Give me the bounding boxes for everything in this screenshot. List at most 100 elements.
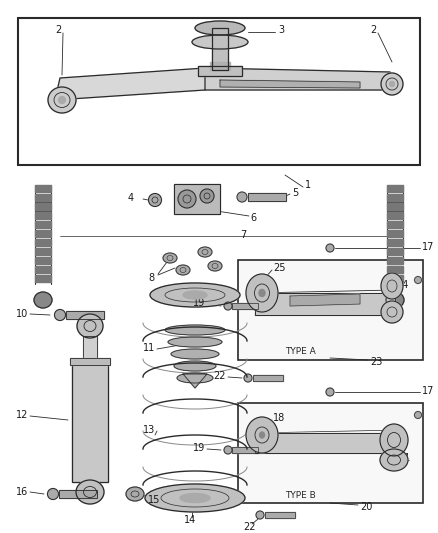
- Text: 25: 25: [273, 263, 286, 273]
- Ellipse shape: [47, 489, 59, 499]
- Bar: [35, 266, 51, 273]
- Text: TYPE A: TYPE A: [285, 348, 315, 357]
- Bar: [232, 447, 258, 453]
- Bar: [387, 248, 403, 255]
- Text: 18: 18: [273, 413, 285, 423]
- Bar: [35, 248, 51, 255]
- Ellipse shape: [145, 484, 245, 512]
- Text: TYPE B: TYPE B: [285, 490, 315, 499]
- Ellipse shape: [174, 361, 216, 371]
- Bar: [387, 221, 403, 228]
- Ellipse shape: [381, 273, 403, 299]
- Bar: [255, 433, 400, 453]
- Ellipse shape: [246, 417, 278, 453]
- Bar: [70, 358, 110, 365]
- Ellipse shape: [165, 325, 225, 335]
- Bar: [66, 311, 104, 319]
- Ellipse shape: [326, 244, 334, 252]
- Ellipse shape: [200, 189, 214, 203]
- Bar: [70, 358, 110, 365]
- Ellipse shape: [259, 432, 265, 438]
- Bar: [255, 293, 395, 315]
- Ellipse shape: [389, 82, 395, 86]
- Bar: [387, 185, 403, 192]
- Ellipse shape: [380, 449, 408, 471]
- Text: 5: 5: [292, 188, 298, 198]
- Bar: [232, 447, 258, 453]
- Ellipse shape: [326, 388, 334, 396]
- Bar: [248, 193, 286, 201]
- Bar: [210, 62, 230, 70]
- Bar: [35, 185, 51, 192]
- Polygon shape: [55, 68, 205, 100]
- Bar: [387, 239, 403, 246]
- Text: 11: 11: [143, 343, 155, 353]
- Text: 8: 8: [148, 273, 154, 283]
- Bar: [232, 303, 258, 309]
- Ellipse shape: [126, 487, 144, 501]
- Bar: [387, 257, 403, 264]
- Text: 23: 23: [370, 357, 382, 367]
- Bar: [35, 257, 51, 264]
- Text: 16: 16: [16, 487, 28, 497]
- Bar: [198, 66, 242, 76]
- Ellipse shape: [178, 190, 196, 208]
- Text: 24: 24: [396, 280, 408, 290]
- Ellipse shape: [195, 21, 245, 35]
- Ellipse shape: [76, 480, 104, 504]
- Ellipse shape: [381, 301, 403, 323]
- Text: 2: 2: [370, 25, 376, 35]
- Ellipse shape: [381, 73, 403, 95]
- Polygon shape: [183, 374, 207, 388]
- Bar: [238, 260, 423, 360]
- Ellipse shape: [380, 424, 408, 456]
- Bar: [387, 266, 403, 273]
- Text: 2: 2: [55, 25, 61, 35]
- Bar: [83, 336, 97, 362]
- Ellipse shape: [183, 291, 207, 299]
- Ellipse shape: [168, 337, 222, 347]
- Text: 17: 17: [422, 242, 434, 252]
- Bar: [238, 403, 423, 503]
- Ellipse shape: [54, 310, 66, 320]
- Bar: [83, 336, 97, 362]
- Ellipse shape: [48, 87, 76, 113]
- Bar: [255, 433, 400, 453]
- Bar: [253, 375, 283, 381]
- Ellipse shape: [224, 302, 232, 310]
- Bar: [35, 239, 51, 246]
- Ellipse shape: [59, 96, 66, 103]
- Ellipse shape: [150, 283, 240, 307]
- Bar: [248, 193, 286, 201]
- Bar: [232, 303, 258, 309]
- Bar: [212, 28, 228, 70]
- Text: 19: 19: [193, 443, 205, 453]
- Bar: [253, 375, 283, 381]
- Ellipse shape: [237, 192, 247, 202]
- Ellipse shape: [244, 374, 252, 382]
- Text: 10: 10: [16, 309, 28, 319]
- Bar: [18, 18, 420, 165]
- Text: 3: 3: [278, 25, 284, 35]
- Ellipse shape: [77, 314, 103, 338]
- Ellipse shape: [256, 511, 264, 519]
- Bar: [255, 293, 395, 315]
- Ellipse shape: [148, 193, 162, 206]
- Bar: [59, 490, 97, 498]
- Text: 7: 7: [240, 230, 246, 240]
- Bar: [265, 512, 295, 518]
- Text: 1: 1: [305, 180, 311, 190]
- Polygon shape: [205, 68, 395, 90]
- Ellipse shape: [34, 292, 52, 308]
- Text: 21: 21: [398, 453, 410, 463]
- Bar: [212, 28, 228, 70]
- Ellipse shape: [414, 277, 421, 284]
- Ellipse shape: [208, 261, 222, 271]
- Bar: [72, 362, 108, 482]
- Bar: [72, 362, 108, 482]
- Ellipse shape: [224, 446, 232, 454]
- Text: 22: 22: [213, 371, 226, 381]
- Polygon shape: [220, 80, 360, 88]
- Bar: [174, 184, 220, 214]
- Ellipse shape: [386, 292, 404, 308]
